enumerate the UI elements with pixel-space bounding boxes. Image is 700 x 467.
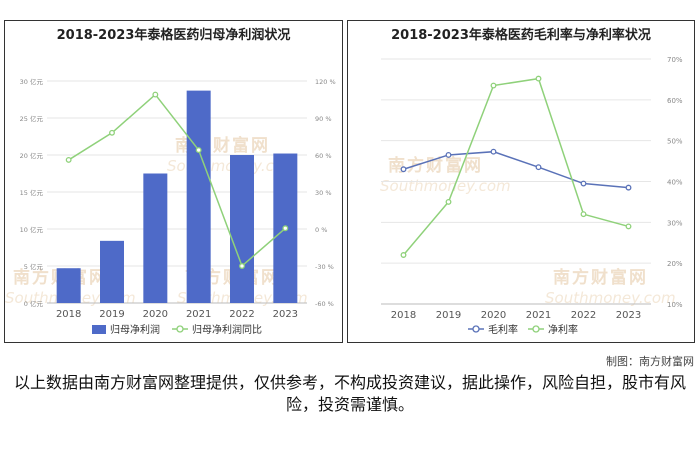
x-tick-label: 2018	[56, 309, 81, 320]
bar-net-profit	[230, 155, 254, 303]
x-tick-label: 2023	[616, 310, 641, 321]
point-yoy	[152, 91, 159, 98]
y-tick-label-right: 50%	[667, 138, 683, 146]
disclaimer-text: 以上数据由南方财富网整理提供，仅供参考，不构成投资建议，据此操作，风险自担，股市…	[13, 373, 686, 414]
y-tick-label-left: 20 亿元	[20, 151, 44, 160]
y-tick-label-right: 60 %	[315, 152, 332, 160]
point-net-margin	[580, 211, 587, 218]
series-line-gross-margin	[403, 150, 629, 189]
bar-net-profit	[186, 90, 211, 304]
margin-chart-panel: 2018-2023年泰格医药毛利率与净利率状况 南方财富网 Southmoney.…	[347, 20, 695, 343]
point-yoy	[195, 147, 202, 154]
point-net-margin	[400, 252, 407, 258]
x-tick-label: 2020	[481, 310, 506, 321]
y-tick-label-right: 120 %	[315, 78, 336, 86]
point-net-margin	[490, 82, 497, 89]
watermark-cn: 南方财富网	[553, 267, 648, 288]
y-tick-label-right: -60 %	[315, 300, 334, 308]
y-tick-label-right: 60%	[667, 97, 683, 105]
margin-chart: 南方财富网Southmoney.com南方财富网Southmoney.com10…	[380, 56, 683, 336]
net-profit-chart-panel: 2018-2023年泰格医药归母净利润状况 南方财富网Southmoney.co…	[4, 20, 343, 343]
x-tick-label: 2020	[143, 309, 168, 320]
point-gross-margin	[535, 164, 542, 171]
legend-label-net: 净利率	[548, 323, 578, 336]
x-tick-label: 2021	[526, 310, 551, 321]
bar-net-profit	[100, 240, 124, 303]
x-tick-label: 2019	[99, 309, 124, 320]
y-tick-label-right: 0 %	[315, 226, 327, 234]
y-tick-label-right: 30 %	[315, 189, 332, 197]
y-tick-label-left: 10 亿元	[20, 225, 44, 234]
point-gross-margin	[625, 184, 632, 191]
x-tick-label: 2022	[571, 310, 596, 321]
y-tick-label-right: 70%	[667, 56, 683, 64]
point-yoy	[239, 263, 245, 269]
y-tick-label-left: 15 亿元	[20, 188, 44, 197]
y-tick-label-left: 25 亿元	[20, 114, 44, 123]
legend-marker-net	[532, 325, 540, 333]
y-tick-label-right: 20%	[667, 260, 683, 268]
watermark-en: Southmoney.com	[380, 177, 511, 195]
legend-label-line: 归母净利润同比	[192, 323, 262, 336]
left-chart-title: 2018-2023年泰格医药归母净利润状况	[56, 28, 291, 43]
legend-swatch-bar	[92, 325, 106, 334]
point-yoy	[109, 129, 115, 136]
y-tick-label-right: -30 %	[315, 263, 334, 271]
net-profit-chart: 南方财富网Southmoney.com南方财富网Southmoney.com南方…	[5, 77, 336, 336]
y-tick-label-left: 30 亿元	[20, 77, 44, 86]
watermark-en: Southmoney.com	[545, 289, 676, 307]
y-tick-label-right: 90 %	[315, 115, 332, 123]
y-tick-label-right: 10%	[667, 301, 683, 309]
point-net-margin	[535, 75, 542, 82]
x-tick-label: 2022	[229, 309, 254, 320]
watermark-cn: 南方财富网	[388, 155, 483, 176]
series-line-net-margin	[402, 77, 629, 256]
point-gross-margin	[580, 180, 587, 187]
y-tick-label-right: 30%	[667, 219, 683, 227]
right-chart-title: 2018-2023年泰格医药毛利率与净利率状况	[391, 28, 651, 43]
point-yoy	[65, 156, 72, 163]
legend-marker-line	[176, 325, 184, 333]
point-yoy	[282, 225, 289, 232]
y-tick-label-right: 40%	[667, 179, 683, 187]
point-net-margin	[445, 198, 452, 205]
point-gross-margin	[400, 166, 407, 173]
point-gross-margin	[445, 152, 452, 158]
legend-label-gross: 毛利率	[488, 323, 518, 336]
x-tick-label: 2023	[273, 309, 298, 320]
point-gross-margin	[490, 148, 497, 155]
x-tick-label: 2019	[436, 310, 461, 321]
point-net-margin	[625, 223, 632, 230]
bar-net-profit	[56, 268, 81, 303]
bar-net-profit	[143, 173, 168, 303]
x-tick-label: 2018	[391, 310, 416, 321]
y-tick-label-left: 0 亿元	[24, 299, 44, 308]
chart-credit: 制图：南方财富网	[606, 355, 694, 368]
y-tick-label-left: 5 亿元	[24, 262, 44, 271]
x-tick-label: 2021	[186, 309, 211, 320]
legend-marker-gross	[472, 325, 480, 333]
legend-label-bar: 归母净利润	[110, 323, 160, 336]
series-line-yoy	[68, 93, 286, 268]
